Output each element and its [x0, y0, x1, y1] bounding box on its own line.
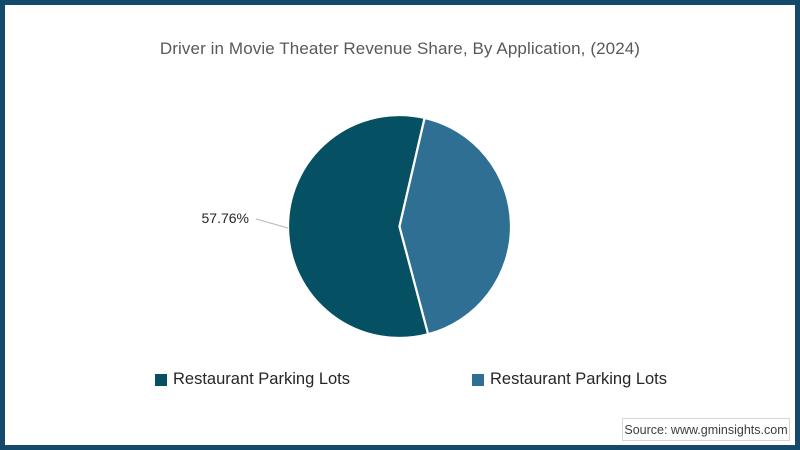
slice-percentage-label: 57.76% [201, 210, 249, 226]
legend-item-dark-slice[interactable]: Restaurant Parking Lots [155, 370, 350, 389]
legend-label: Restaurant Parking Lots [173, 370, 351, 388]
legend: Restaurant Parking Lots Restaurant Parki… [5, 370, 795, 394]
pie-slice-0[interactable] [286, 113, 430, 340]
chart-title: Driver in Movie Theater Revenue Share, B… [159, 39, 641, 58]
legend-swatch-dark [155, 373, 167, 386]
legend-swatch-light [472, 373, 484, 386]
legend-label: Restaurant Parking Lots [490, 370, 668, 388]
legend-item-light-slice[interactable]: Restaurant Parking Lots [472, 370, 667, 389]
source-attribution-text: Source: www.gminsights.com [624, 422, 788, 437]
label-leader-line [255, 218, 289, 229]
source-attribution-box: Source: www.gminsights.com [622, 418, 790, 441]
pie-slices[interactable] [286, 113, 513, 340]
pie-slice-1[interactable] [398, 116, 513, 336]
pie-chart [255, 113, 513, 340]
